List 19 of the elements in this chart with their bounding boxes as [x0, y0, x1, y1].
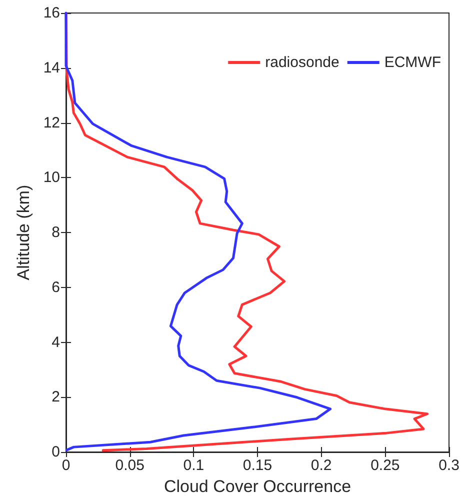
x-tick-label: 0.2: [310, 457, 332, 474]
y-tick-label: 8: [52, 224, 60, 241]
x-tick-label: 0.1: [183, 457, 204, 474]
y-tick-label: 10: [43, 169, 60, 186]
x-tick-label: 0.25: [370, 457, 400, 474]
x-axis-title: Cloud Cover Occurrence: [164, 477, 352, 496]
legend-label: radiosonde: [265, 54, 340, 71]
y-tick-label: 14: [43, 59, 60, 76]
legend-label: ECMWF: [384, 54, 442, 71]
x-tick-label: 0.05: [115, 457, 144, 474]
y-tick-label: 0: [52, 444, 60, 460]
y-tick-label: 16: [43, 4, 60, 22]
y-tick-label: 12: [43, 114, 60, 132]
x-tick-label: 0.15: [242, 457, 272, 474]
y-tick-label: 2: [52, 388, 60, 406]
y-tick-label: 4: [52, 334, 60, 351]
y-axis-title: Altitude (km): [14, 184, 33, 280]
y-tick-label: 6: [52, 278, 60, 296]
x-tick-label: 0.3: [438, 457, 460, 474]
